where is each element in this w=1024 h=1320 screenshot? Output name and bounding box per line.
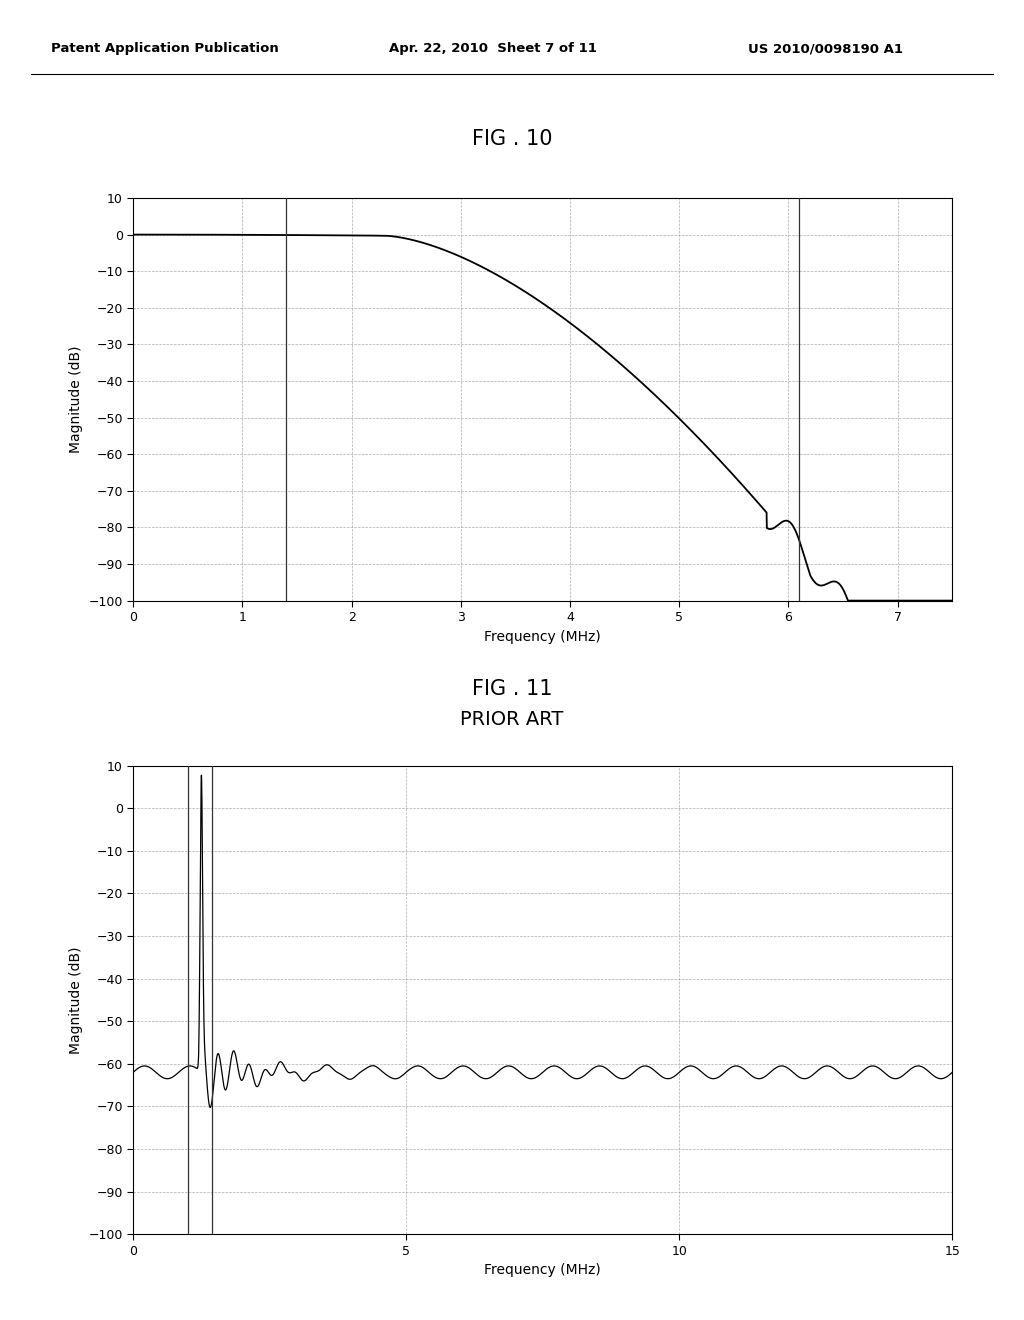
Text: Apr. 22, 2010  Sheet 7 of 11: Apr. 22, 2010 Sheet 7 of 11 bbox=[389, 42, 597, 55]
X-axis label: Frequency (MHz): Frequency (MHz) bbox=[484, 1263, 601, 1278]
Y-axis label: Magnitude (dB): Magnitude (dB) bbox=[69, 946, 83, 1053]
Text: PRIOR ART: PRIOR ART bbox=[461, 710, 563, 729]
Text: Patent Application Publication: Patent Application Publication bbox=[51, 42, 279, 55]
Text: FIG . 11: FIG . 11 bbox=[472, 678, 552, 700]
Text: US 2010/0098190 A1: US 2010/0098190 A1 bbox=[748, 42, 902, 55]
Y-axis label: Magnitude (dB): Magnitude (dB) bbox=[69, 346, 83, 453]
Text: FIG . 10: FIG . 10 bbox=[472, 128, 552, 149]
X-axis label: Frequency (MHz): Frequency (MHz) bbox=[484, 630, 601, 644]
